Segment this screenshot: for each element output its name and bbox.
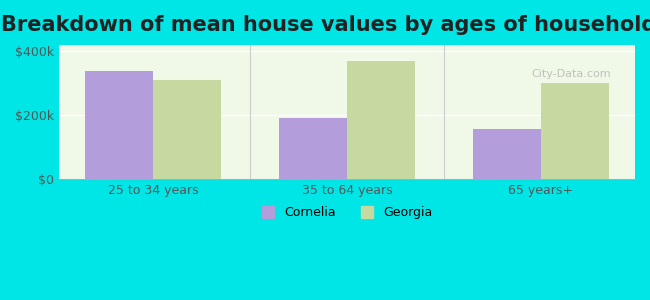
Bar <box>541 83 609 179</box>
Text: City-Data.com: City-Data.com <box>531 69 611 79</box>
Bar <box>153 80 221 179</box>
Legend: Cornelia, Georgia: Cornelia, Georgia <box>257 201 437 224</box>
Bar <box>85 70 153 179</box>
Bar <box>347 61 415 179</box>
Bar <box>279 118 347 179</box>
Title: Breakdown of mean house values by ages of householders: Breakdown of mean house values by ages o… <box>1 15 650 35</box>
Bar <box>473 129 541 179</box>
